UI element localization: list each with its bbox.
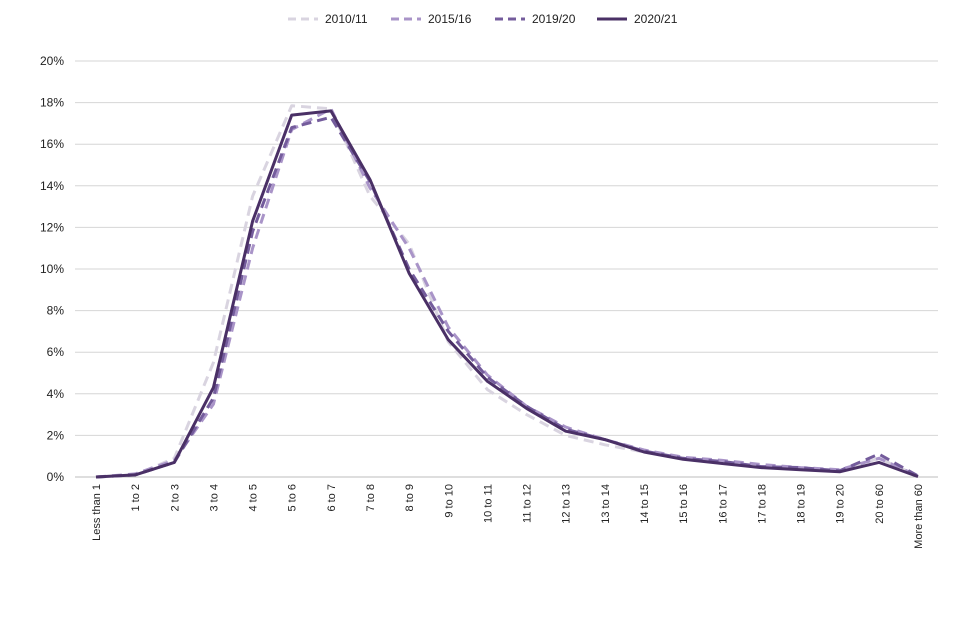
y-tick-label: 4% (47, 387, 65, 401)
y-tick-label: 20% (40, 54, 64, 68)
x-tick-label: More than 60 (913, 484, 925, 549)
y-tick-label: 2% (47, 428, 65, 442)
y-axis-ticks: 0% 2% 4% 6% 8% 10% 12% 14% 16% 18% 20% (40, 54, 64, 484)
x-tick-label: 11 to 12 (522, 484, 534, 523)
x-tick-label: 6 to 7 (326, 484, 338, 512)
chart-legend: 2010/11 2015/16 2019/20 2020/21 (288, 12, 678, 26)
x-tick-label: 4 to 5 (248, 484, 260, 512)
y-tick-label: 16% (40, 137, 64, 151)
x-tick-label: 8 to 9 (404, 484, 416, 512)
legend-label: 2019/20 (532, 12, 576, 26)
x-tick-label: Less than 1 (91, 484, 103, 541)
x-tick-label: 13 to 14 (600, 484, 612, 524)
x-tick-label: 15 to 16 (678, 484, 690, 524)
x-tick-label: 7 to 8 (365, 484, 377, 512)
x-tick-label: 3 to 4 (208, 484, 220, 512)
y-tick-label: 12% (40, 220, 64, 234)
series-line-2 (95, 115, 919, 479)
series-line-0 (95, 104, 919, 479)
series-line-3 (95, 109, 919, 479)
x-axis-ticks: Less than 1 1 to 2 2 to 3 3 to 4 4 to 5 5 to … (91, 484, 925, 549)
x-tick-label: 16 to 17 (717, 484, 729, 524)
x-tick-label: 10 to 11 (482, 484, 494, 523)
y-tick-label: 0% (47, 470, 65, 484)
x-tick-label: 5 to 6 (287, 484, 299, 512)
x-tick-label: 1 to 2 (130, 484, 142, 512)
series-line-1 (95, 107, 919, 479)
y-tick-label: 14% (40, 179, 64, 193)
x-tick-label: 20 to 60 (874, 484, 886, 524)
y-tick-label: 18% (40, 96, 64, 110)
legend-label: 2020/21 (634, 12, 678, 26)
chart-series (95, 104, 919, 479)
x-tick-label: 18 to 19 (796, 484, 808, 524)
legend-label: 2015/16 (428, 12, 472, 26)
x-tick-label: 9 to 10 (443, 484, 455, 518)
y-tick-label: 6% (47, 345, 65, 359)
x-tick-label: 19 to 20 (835, 484, 847, 524)
x-tick-label: 14 to 15 (639, 484, 651, 524)
y-tick-label: 10% (40, 262, 64, 276)
y-tick-label: 8% (47, 304, 65, 318)
x-tick-label: 17 to 18 (756, 484, 768, 524)
x-tick-label: 2 to 3 (169, 484, 181, 512)
legend-label: 2010/11 (325, 12, 368, 26)
x-tick-label: 12 to 13 (561, 484, 573, 524)
